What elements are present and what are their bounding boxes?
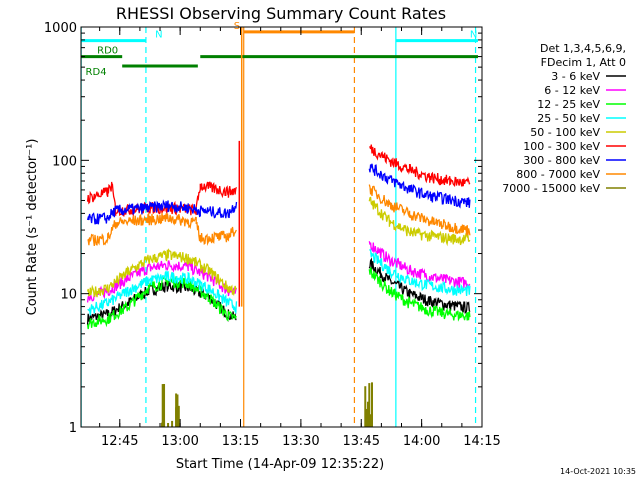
data-line [368, 184, 471, 236]
x-tick-label: 14:15 [463, 434, 500, 449]
x-tick-label: 13:15 [222, 434, 259, 449]
data-line [368, 196, 471, 247]
data-line [369, 144, 471, 188]
legend-label: 12 - 25 keV [537, 98, 600, 111]
y-tick-label: 1 [69, 421, 77, 436]
flag-label: RD4 [86, 67, 107, 78]
y-axis-label: Count Rate (s⁻¹ detector⁻¹) [25, 139, 40, 316]
legend-label: 100 - 300 keV [523, 140, 600, 153]
x-tick-label: 13:30 [282, 434, 319, 449]
plot-area: N N S RD0 RD4 12:45 13:00 13:15 13:30 13:45 14:00 1… [44, 21, 501, 449]
legend-label: 800 - 7000 keV [516, 168, 600, 181]
legend-label: 300 - 800 keV [523, 154, 600, 167]
data-line [86, 280, 237, 325]
plot-frame [80, 26, 483, 428]
data-line [368, 163, 471, 209]
legend-label: 7000 - 15000 keV [502, 182, 600, 195]
data-line [368, 257, 471, 314]
y-tick-label: 100 [52, 154, 77, 169]
legend-label: 6 - 12 keV [544, 84, 600, 97]
flag-label: N [155, 30, 162, 41]
legend-label: 3 - 6 keV [551, 70, 600, 83]
x-tick-label: 13:00 [161, 434, 198, 449]
data-line [87, 269, 238, 316]
legend-header-line-1: Det 1,3,4,5,6,9, [540, 42, 626, 55]
flag-label: N [470, 30, 477, 41]
x-axis-label: Start Time (14-Apr-09 12:35:22) [176, 457, 384, 472]
data-line [86, 199, 238, 225]
data-line [369, 249, 471, 296]
data-line [368, 241, 471, 289]
legend-header-line-2: FDecim 1, Att 0 [541, 56, 626, 69]
data-line [87, 212, 237, 247]
data-line [368, 267, 471, 322]
chart-title: RHESSI Observing Summary Count Rates [116, 4, 446, 23]
x-tick-label: 12:45 [101, 434, 138, 449]
legend-label: 50 - 100 keV [530, 126, 600, 139]
legend-label: 25 - 50 keV [537, 112, 600, 125]
y-tick-label: 1000 [44, 21, 77, 36]
footer-timestamp: 14-Oct-2021 10:35 [560, 467, 636, 476]
y-tick-label: 10 [60, 288, 77, 303]
data-line [86, 181, 238, 218]
flag-label: RD0 [97, 46, 118, 57]
flag-label: S [234, 21, 240, 32]
x-tick-label: 13:45 [343, 434, 380, 449]
x-tick-label: 14:00 [403, 434, 440, 449]
data-line [86, 248, 237, 298]
